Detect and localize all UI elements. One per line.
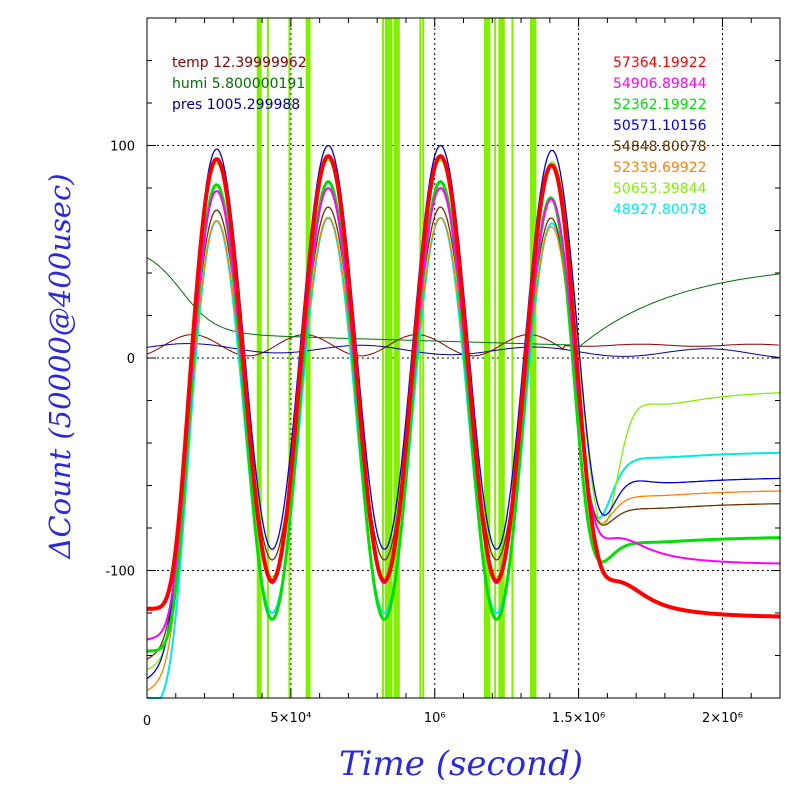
series-legend-entry: 48927.80078 [613, 202, 707, 218]
series-legend-entry: 54906.89844 [613, 76, 707, 92]
y-axis-title: ΔCount (50000@400usec) [43, 173, 77, 559]
series-line-50571.10156 [146, 144, 780, 679]
series-line-54906.89844 [146, 186, 780, 641]
y-tick-label: 0 [127, 352, 135, 367]
series-line-54848.80078 [146, 206, 780, 660]
x-tick-label: 2×10⁶ [702, 711, 743, 726]
axis-ticks: 0 5×10⁴ 10⁶ 1.5×10⁶ 2×10⁶ -100 0 100 [105, 17, 781, 729]
series-legend-entry: 57364.19922 [613, 55, 707, 71]
legend: temp 12.39999962 humi 5.800000191 pres 100… [172, 55, 707, 218]
env-legend-entry: pres 1005.299988 [172, 97, 300, 113]
data-series [146, 144, 781, 699]
series-legend-entry: 50653.39844 [613, 181, 707, 197]
x-tick-label: 1.5×10⁶ [552, 711, 605, 726]
x-tick-label: 0 [143, 714, 151, 729]
series-legend-entry: 54848.80078 [613, 139, 707, 155]
series-legend-entry: 52362.19922 [613, 97, 707, 113]
env-legend-entry: humi 5.800000191 [172, 76, 305, 92]
series-line-52362.19922 [146, 179, 780, 653]
x-tick-label: 10⁶ [424, 711, 446, 726]
series-line-50653.39844 [146, 159, 781, 671]
y-tick-label: 100 [110, 140, 135, 155]
series-legend-entry: 50571.10156 [613, 118, 707, 134]
series-legend-entry: 52339.69922 [613, 160, 707, 176]
env-legend-entry: temp 12.39999962 [172, 55, 307, 71]
x-axis-title: Time (second) [339, 744, 583, 784]
x-tick-label: 5×10⁴ [270, 711, 311, 726]
series-line-57364.19922 [146, 153, 780, 619]
y-tick-label: -100 [105, 565, 135, 580]
